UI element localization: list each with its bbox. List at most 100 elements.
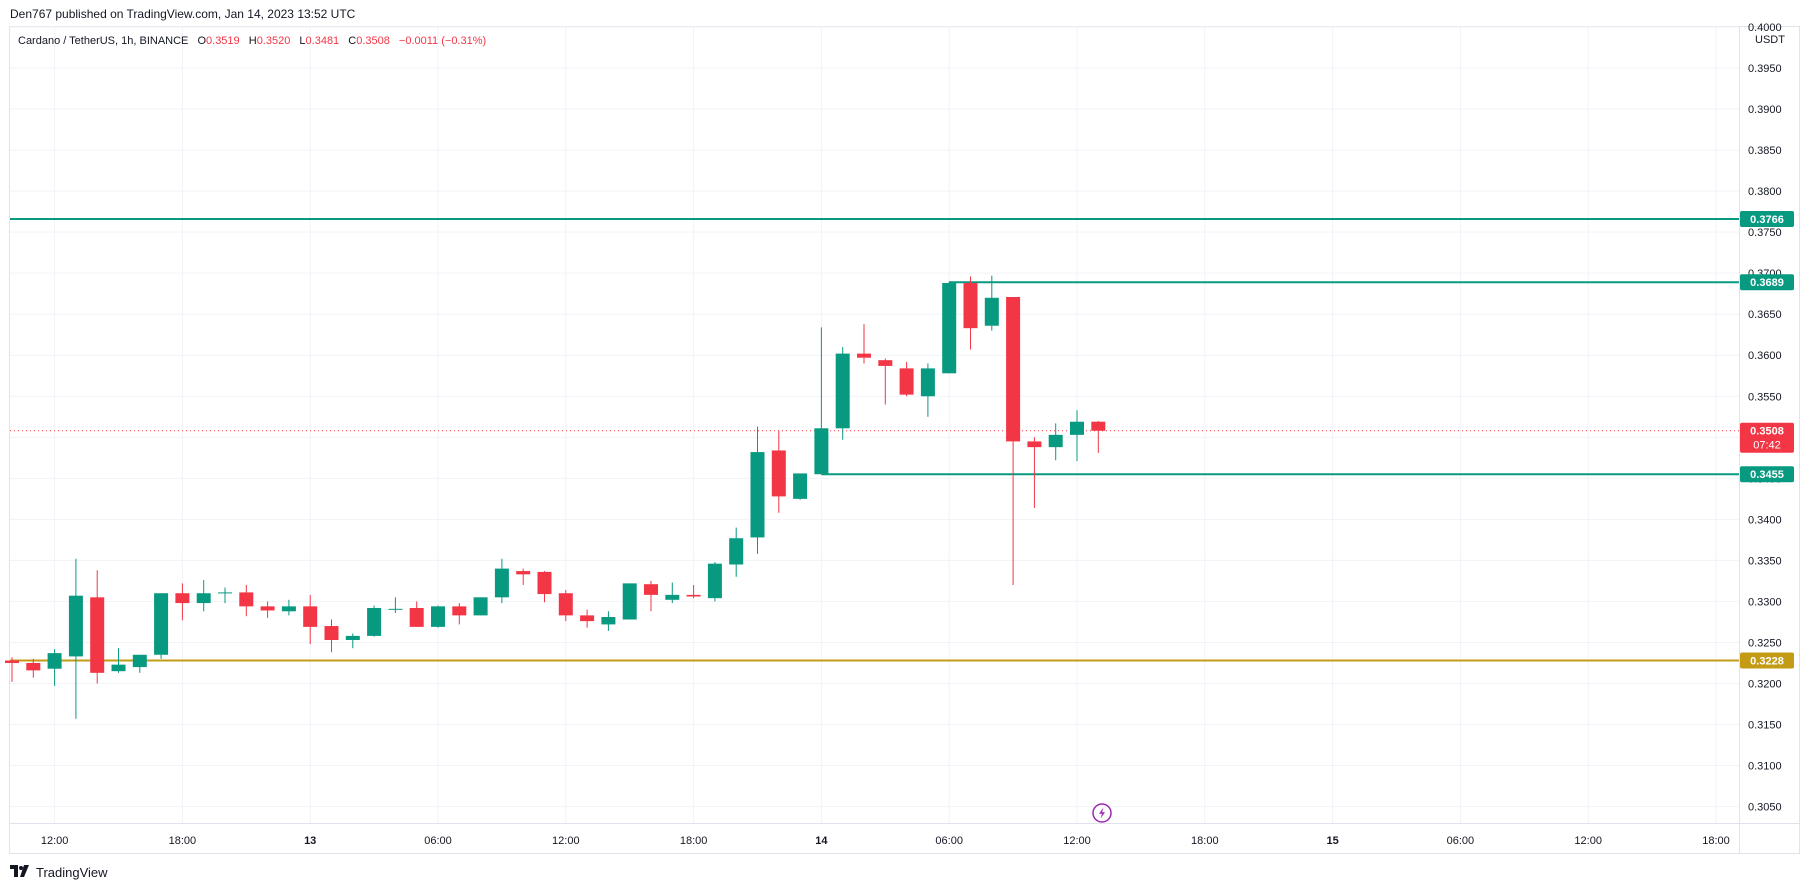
candle	[857, 324, 871, 364]
lightning-icon[interactable]	[1092, 803, 1112, 823]
candle	[68, 558, 83, 719]
price-tick-label: 0.3850	[1748, 145, 1782, 157]
price-tick-label: 0.3800	[1748, 186, 1782, 198]
candle	[431, 605, 445, 628]
candle	[942, 281, 957, 374]
candle-body	[963, 283, 978, 329]
open-label: O	[197, 35, 207, 47]
price-tag-bg	[1740, 211, 1794, 228]
candle	[154, 593, 169, 659]
price-tick-label: 0.3100	[1748, 761, 1782, 773]
current-price-tag-bg	[1740, 422, 1794, 453]
candle	[367, 605, 382, 637]
candle	[878, 358, 893, 405]
candle	[644, 580, 658, 612]
horizontal-lines[interactable]	[10, 218, 1739, 662]
current-price-tag: 0.3508 07:42	[1740, 422, 1794, 453]
price-tick-label: 0.3400	[1748, 514, 1782, 526]
candle-body	[260, 606, 275, 611]
price-axis[interactable]: 0.3050 0.3100 0.3150 0.3200 0.3250 0.3300 0.33…	[1748, 22, 1782, 814]
time-axis[interactable]: 12:00 18:00 13 06:00 12:00 18:00 14 06:00 12:00 1…	[41, 835, 1730, 847]
candle	[963, 276, 978, 350]
candle	[580, 609, 595, 628]
price-tag: 0.3455	[1740, 466, 1794, 483]
candle	[729, 527, 744, 577]
price-tags: 0.3766 0.3689 0.3455 0.3228 0.3508 07:42	[1740, 211, 1794, 669]
candle-body	[196, 593, 211, 604]
tradingview-logo[interactable]: TradingView	[10, 864, 108, 880]
candle	[622, 583, 637, 620]
close-value: 0.3508	[356, 35, 390, 47]
candle-body	[281, 606, 296, 612]
candle-body	[494, 568, 509, 598]
publisher-caption: Den767 published on TradingView.com, Jan…	[10, 7, 356, 21]
candle-body	[175, 593, 190, 604]
candle-body	[707, 563, 722, 599]
candle	[516, 568, 531, 586]
candle	[281, 599, 296, 616]
candle	[239, 585, 254, 617]
candle-body	[1048, 434, 1063, 448]
price-tick-label: 0.3300	[1748, 596, 1782, 608]
high-value: 0.3520	[256, 35, 291, 47]
candle-body	[558, 593, 573, 616]
candle	[218, 587, 232, 604]
candle	[324, 619, 339, 653]
price-tick-label: 0.3650	[1748, 309, 1782, 321]
candle-body	[1006, 296, 1021, 442]
candle	[196, 580, 211, 612]
symbol-name[interactable]: Cardano / TetherUS, 1h, BINANCE	[18, 35, 189, 47]
candle	[452, 603, 467, 625]
candle-body	[537, 571, 552, 595]
candle	[1091, 420, 1106, 453]
time-tick-label: 15	[1326, 835, 1338, 847]
candle-body	[750, 452, 765, 538]
candle-body	[68, 595, 83, 657]
candle-body	[814, 428, 829, 475]
candle	[345, 633, 360, 649]
time-tick-label: 06:00	[935, 835, 963, 847]
candle	[409, 601, 424, 627]
price-tag-label: 0.3455	[1750, 469, 1784, 481]
time-tick-label: 06:00	[1447, 835, 1475, 847]
candle	[750, 426, 765, 554]
candle	[111, 648, 126, 673]
candle	[90, 570, 105, 684]
time-tick-label: 14	[815, 835, 828, 847]
candle	[1070, 410, 1084, 462]
candle	[1006, 296, 1021, 586]
candle-body	[452, 606, 467, 616]
tradingview-brand: TradingView	[36, 864, 108, 880]
change-value: −0.0011 (−0.31%)	[398, 35, 487, 47]
candle-body	[90, 597, 105, 673]
candle-body	[47, 653, 62, 669]
price-tag-bg	[1740, 466, 1794, 483]
candle-body	[132, 654, 147, 668]
price-tick-label: 0.3350	[1748, 555, 1782, 567]
candle-body	[644, 584, 658, 595]
price-tick-label: 0.3550	[1748, 391, 1782, 403]
price-tag: 0.3689	[1740, 274, 1794, 291]
candle	[835, 347, 850, 440]
candle	[26, 658, 41, 678]
candle	[388, 597, 403, 613]
candle	[303, 594, 318, 645]
time-tick-label: 18:00	[1191, 835, 1219, 847]
candle-body	[580, 615, 595, 622]
candle	[984, 275, 999, 331]
candle-body	[26, 662, 41, 671]
tradingview-logo-icon	[10, 864, 30, 880]
candle-body	[473, 597, 488, 616]
candle-body	[729, 538, 744, 565]
price-tag-label: 0.3689	[1750, 277, 1784, 289]
candle-body	[345, 635, 360, 641]
time-tick-label: 12:00	[41, 835, 69, 847]
price-tag-label: 0.3766	[1750, 214, 1784, 226]
candle-body	[1091, 421, 1106, 431]
candle	[494, 558, 509, 604]
candle-body	[5, 660, 19, 663]
currency-label[interactable]: USDT	[1755, 34, 1785, 46]
price-tick-label: 0.3050	[1748, 802, 1782, 814]
candle	[793, 473, 808, 500]
